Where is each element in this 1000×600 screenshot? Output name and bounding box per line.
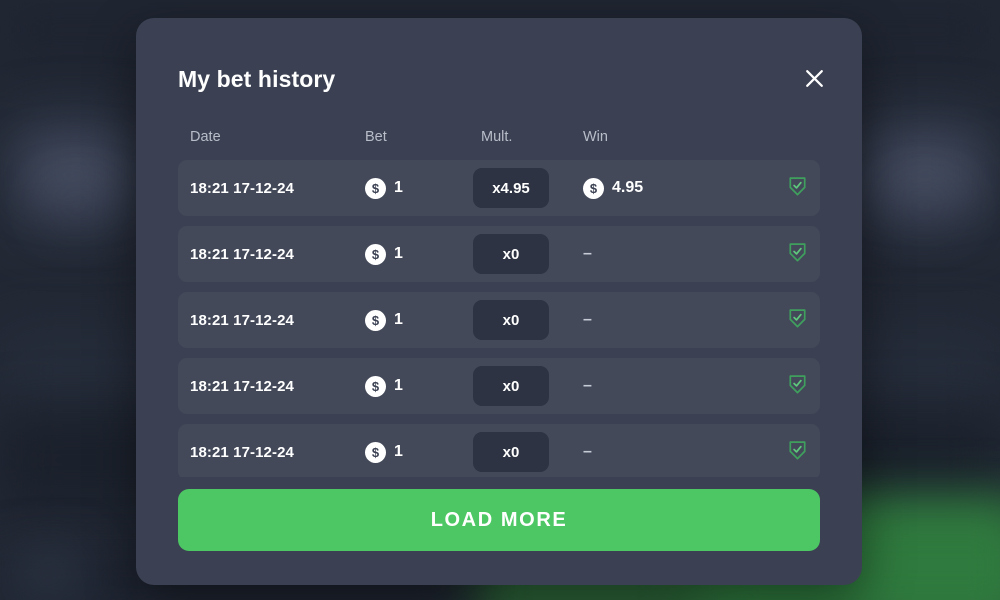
- cell-bet: $1: [363, 375, 473, 397]
- win-amount: –: [583, 311, 592, 328]
- cell-date: 18:21 17-12-24: [190, 179, 294, 197]
- background-bottom-left-button: [18, 556, 80, 592]
- background-left-panel-subtext: [52, 200, 106, 212]
- cell-status: [774, 374, 820, 399]
- cell-status: [774, 242, 820, 267]
- background-right-panel-subtext: [898, 200, 952, 212]
- cell-date: 18:21 17-12-24: [190, 377, 294, 395]
- table-row[interactable]: 18:21 17-12-24 $1 x0–: [178, 292, 820, 348]
- cell-win: –: [579, 377, 774, 395]
- cell-status: [774, 440, 820, 465]
- shield-check-icon[interactable]: [788, 242, 806, 267]
- win-amount: –: [583, 245, 592, 262]
- cell-win: –: [579, 311, 774, 329]
- table-row[interactable]: 18:21 17-12-24 $1 x0–: [178, 226, 820, 282]
- cell-multiplier: x0: [473, 234, 579, 274]
- bet-history-modal: My bet history Date Bet Mult. Win 18:21 …: [136, 18, 862, 585]
- coin-icon: $: [365, 375, 386, 397]
- load-more-button[interactable]: LOAD MORE: [178, 489, 820, 551]
- column-header-date: Date: [190, 129, 221, 145]
- table-row[interactable]: 18:21 17-12-24 $1 x4.95 $4.95: [178, 160, 820, 216]
- bet-history-table: Date Bet Mult. Win 18:21 17-12-24 $1 x4.95…: [136, 114, 862, 477]
- win-amount: 4.95: [612, 179, 644, 196]
- bet-amount: 1: [394, 245, 403, 262]
- cell-date: 18:21 17-12-24: [190, 443, 294, 461]
- cell-status: [774, 308, 820, 333]
- cell-bet: $1: [363, 309, 473, 331]
- coin-icon: $: [365, 243, 386, 265]
- win-amount: –: [583, 443, 592, 460]
- multiplier-badge: x4.95: [473, 168, 549, 208]
- modal-footer: LOAD MORE: [136, 477, 862, 585]
- cell-win: –: [579, 245, 774, 263]
- shield-check-icon[interactable]: [788, 176, 806, 201]
- column-header-win: Win: [583, 129, 608, 145]
- cell-bet: $1: [363, 177, 473, 199]
- multiplier-badge: x0: [473, 234, 549, 274]
- cell-date: 18:21 17-12-24: [190, 311, 294, 329]
- cell-multiplier: x0: [473, 366, 579, 406]
- table-row[interactable]: 18:21 17-12-24 $1 x0–: [178, 424, 820, 477]
- table-header-row: Date Bet Mult. Win: [178, 114, 820, 160]
- table-body[interactable]: 18:21 17-12-24 $1 x4.95 $4.95 18:21 17-12-24…: [178, 160, 820, 477]
- multiplier-badge: x0: [473, 300, 549, 340]
- shield-check-icon[interactable]: [788, 374, 806, 399]
- multiplier-badge: x0: [473, 432, 549, 472]
- bet-amount: 1: [394, 377, 403, 394]
- cell-win: $4.95: [579, 177, 774, 199]
- page-title: My bet history: [178, 66, 336, 92]
- shield-check-icon[interactable]: [788, 440, 806, 465]
- cell-multiplier: x0: [473, 432, 579, 472]
- cell-multiplier: x0: [473, 300, 579, 340]
- cell-date: 18:21 17-12-24: [190, 245, 294, 263]
- bet-amount: 1: [394, 179, 403, 196]
- background-right-panel-text: [880, 162, 972, 188]
- multiplier-badge: x0: [473, 366, 549, 406]
- coin-icon: $: [365, 441, 386, 463]
- shield-check-icon[interactable]: [788, 308, 806, 333]
- bet-amount: 1: [394, 443, 403, 460]
- table-row[interactable]: 18:21 17-12-24 $1 x0–: [178, 358, 820, 414]
- background-left-panel-text: [30, 162, 116, 188]
- cell-win: –: [579, 443, 774, 461]
- coin-icon: $: [583, 177, 604, 199]
- coin-icon: $: [365, 177, 386, 199]
- modal-header: My bet history: [136, 18, 862, 114]
- column-header-mult: Mult.: [481, 129, 513, 145]
- cell-status: [774, 176, 820, 201]
- bet-amount: 1: [394, 311, 403, 328]
- cell-multiplier: x4.95: [473, 168, 579, 208]
- column-header-bet: Bet: [365, 129, 387, 145]
- cell-bet: $1: [363, 243, 473, 265]
- win-amount: –: [583, 377, 592, 394]
- cell-bet: $1: [363, 441, 473, 463]
- coin-icon: $: [365, 309, 386, 331]
- close-icon[interactable]: [798, 62, 830, 94]
